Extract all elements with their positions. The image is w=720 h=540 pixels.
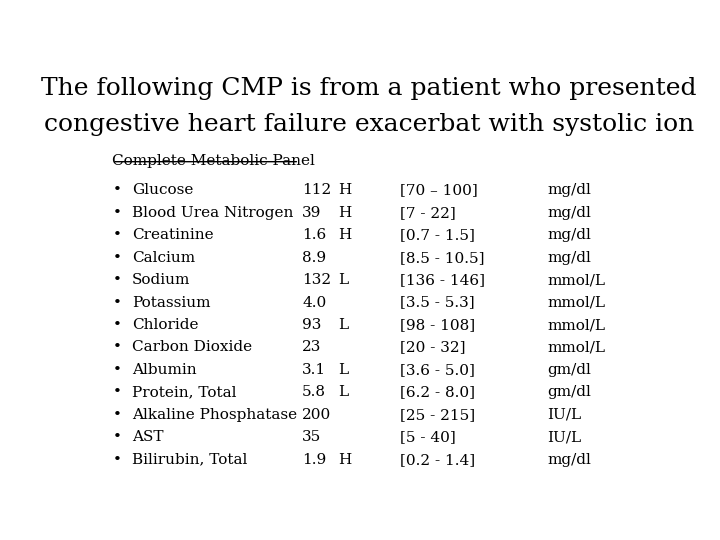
Text: •: • bbox=[112, 453, 121, 467]
Text: Albumin: Albumin bbox=[132, 363, 197, 377]
Text: IU/L: IU/L bbox=[547, 430, 582, 444]
Text: Bilirubin, Total: Bilirubin, Total bbox=[132, 453, 247, 467]
Text: mg/dl: mg/dl bbox=[547, 183, 591, 197]
Text: •: • bbox=[112, 318, 121, 332]
Text: [0.2 - 1.4]: [0.2 - 1.4] bbox=[400, 453, 474, 467]
Text: Carbon Dioxide: Carbon Dioxide bbox=[132, 341, 252, 354]
Text: gm/dl: gm/dl bbox=[547, 386, 591, 400]
Text: [20 - 32]: [20 - 32] bbox=[400, 341, 465, 354]
Text: 1.6: 1.6 bbox=[302, 228, 326, 242]
Text: [98 - 108]: [98 - 108] bbox=[400, 318, 474, 332]
Text: mg/dl: mg/dl bbox=[547, 453, 591, 467]
Text: [5 - 40]: [5 - 40] bbox=[400, 430, 456, 444]
Text: 35: 35 bbox=[302, 430, 321, 444]
Text: Protein, Total: Protein, Total bbox=[132, 386, 236, 400]
Text: 39: 39 bbox=[302, 206, 321, 220]
Text: mmol/L: mmol/L bbox=[547, 295, 606, 309]
Text: mmol/L: mmol/L bbox=[547, 318, 606, 332]
Text: 1.9: 1.9 bbox=[302, 453, 326, 467]
Text: mg/dl: mg/dl bbox=[547, 206, 591, 220]
Text: [70 – 100]: [70 – 100] bbox=[400, 183, 477, 197]
Text: H: H bbox=[338, 206, 351, 220]
Text: •: • bbox=[112, 430, 121, 444]
Text: [6.2 - 8.0]: [6.2 - 8.0] bbox=[400, 386, 474, 400]
Text: •: • bbox=[112, 295, 121, 309]
Text: Glucose: Glucose bbox=[132, 183, 193, 197]
Text: congestive heart failure exacerbat with systolic ion: congestive heart failure exacerbat with … bbox=[44, 113, 694, 136]
Text: L: L bbox=[338, 363, 348, 377]
Text: 200: 200 bbox=[302, 408, 331, 422]
Text: 132: 132 bbox=[302, 273, 331, 287]
Text: 23: 23 bbox=[302, 341, 321, 354]
Text: 5.8: 5.8 bbox=[302, 386, 326, 400]
Text: L: L bbox=[338, 273, 348, 287]
Text: 93: 93 bbox=[302, 318, 321, 332]
Text: Creatinine: Creatinine bbox=[132, 228, 213, 242]
Text: [3.5 - 5.3]: [3.5 - 5.3] bbox=[400, 295, 474, 309]
Text: Chloride: Chloride bbox=[132, 318, 198, 332]
Text: Calcium: Calcium bbox=[132, 251, 195, 265]
Text: L: L bbox=[338, 318, 348, 332]
Text: 3.1: 3.1 bbox=[302, 363, 326, 377]
Text: •: • bbox=[112, 408, 121, 422]
Text: •: • bbox=[112, 183, 121, 197]
Text: [25 - 215]: [25 - 215] bbox=[400, 408, 474, 422]
Text: H: H bbox=[338, 453, 351, 467]
Text: [8.5 - 10.5]: [8.5 - 10.5] bbox=[400, 251, 484, 265]
Text: mmol/L: mmol/L bbox=[547, 273, 606, 287]
Text: H: H bbox=[338, 228, 351, 242]
Text: •: • bbox=[112, 363, 121, 377]
Text: [136 - 146]: [136 - 146] bbox=[400, 273, 485, 287]
Text: 4.0: 4.0 bbox=[302, 295, 326, 309]
Text: mg/dl: mg/dl bbox=[547, 228, 591, 242]
Text: Complete Metabolic Panel: Complete Metabolic Panel bbox=[112, 154, 315, 168]
Text: 112: 112 bbox=[302, 183, 331, 197]
Text: Sodium: Sodium bbox=[132, 273, 190, 287]
Text: mg/dl: mg/dl bbox=[547, 251, 591, 265]
Text: H: H bbox=[338, 183, 351, 197]
Text: [7 - 22]: [7 - 22] bbox=[400, 206, 456, 220]
Text: Blood Urea Nitrogen: Blood Urea Nitrogen bbox=[132, 206, 293, 220]
Text: IU/L: IU/L bbox=[547, 408, 582, 422]
Text: Potassium: Potassium bbox=[132, 295, 210, 309]
Text: Alkaline Phosphatase: Alkaline Phosphatase bbox=[132, 408, 297, 422]
Text: •: • bbox=[112, 228, 121, 242]
Text: AST: AST bbox=[132, 430, 163, 444]
Text: •: • bbox=[112, 386, 121, 400]
Text: gm/dl: gm/dl bbox=[547, 363, 591, 377]
Text: •: • bbox=[112, 341, 121, 354]
Text: mmol/L: mmol/L bbox=[547, 341, 606, 354]
Text: [3.6 - 5.0]: [3.6 - 5.0] bbox=[400, 363, 474, 377]
Text: [0.7 - 1.5]: [0.7 - 1.5] bbox=[400, 228, 474, 242]
Text: L: L bbox=[338, 386, 348, 400]
Text: 8.9: 8.9 bbox=[302, 251, 326, 265]
Text: The following CMP is from a patient who presented: The following CMP is from a patient who … bbox=[41, 77, 697, 100]
Text: •: • bbox=[112, 206, 121, 220]
Text: •: • bbox=[112, 251, 121, 265]
Text: •: • bbox=[112, 273, 121, 287]
